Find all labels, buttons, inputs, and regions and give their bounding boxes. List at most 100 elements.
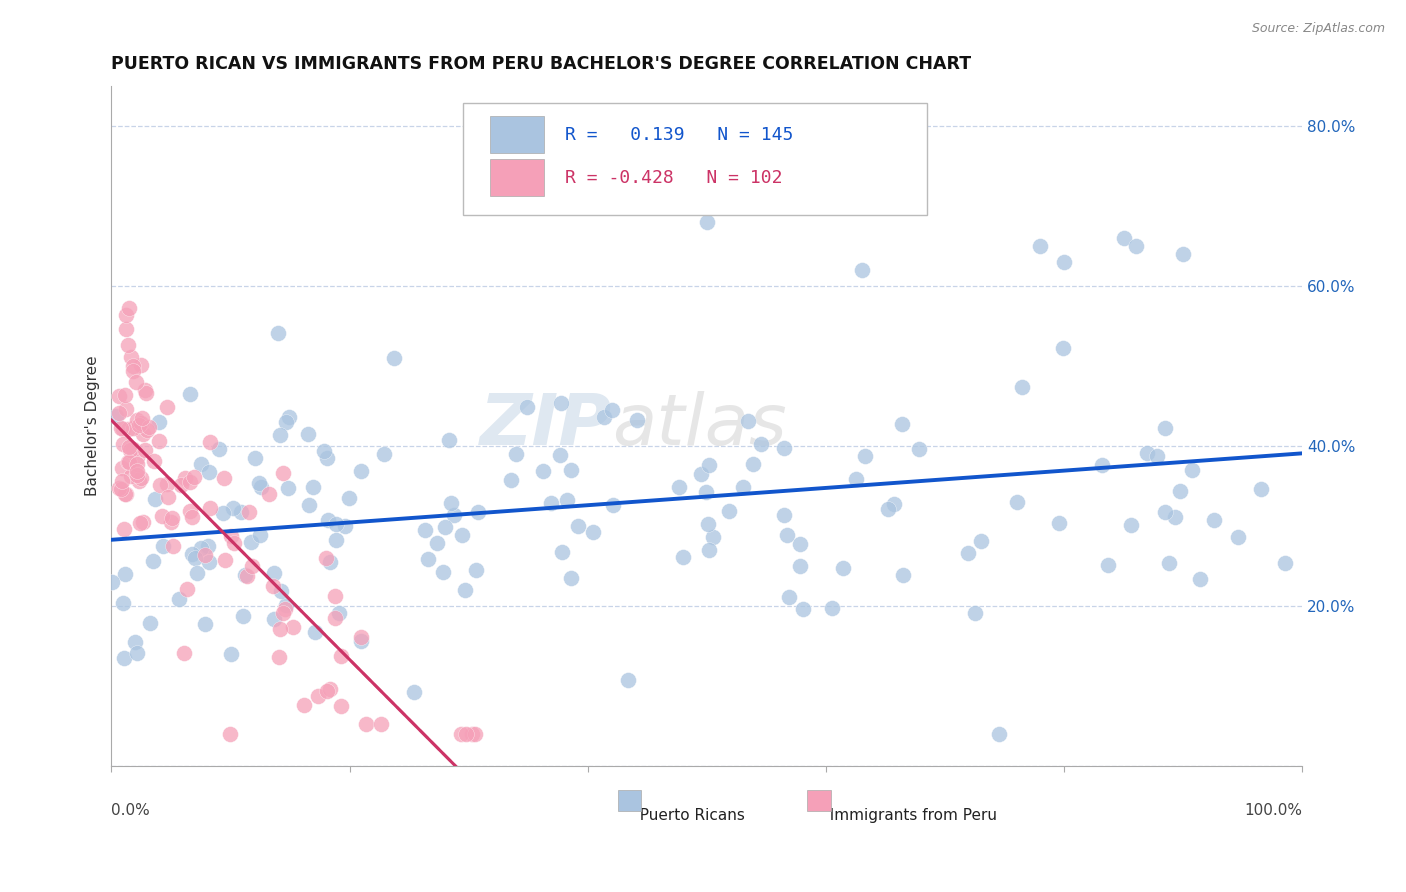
Point xyxy=(373,447,395,461)
Point xyxy=(269,428,291,442)
Point xyxy=(110,482,132,496)
Point xyxy=(602,499,624,513)
Point xyxy=(328,607,350,621)
Point xyxy=(349,633,371,648)
FancyBboxPatch shape xyxy=(463,103,928,215)
Point xyxy=(127,457,149,471)
Point xyxy=(157,490,180,504)
Point xyxy=(325,533,347,547)
Point xyxy=(851,263,873,277)
Point xyxy=(319,555,342,569)
Point xyxy=(354,717,377,731)
Point xyxy=(138,420,160,434)
Point xyxy=(122,364,145,378)
Point xyxy=(1052,341,1074,355)
Point xyxy=(219,529,242,543)
Point xyxy=(232,609,254,624)
Point xyxy=(845,472,868,486)
Point xyxy=(1047,516,1070,530)
Point xyxy=(174,470,197,484)
Point xyxy=(298,498,321,512)
Point xyxy=(316,683,339,698)
Point xyxy=(129,416,152,430)
Point xyxy=(567,518,589,533)
Text: atlas: atlas xyxy=(612,392,786,460)
Point xyxy=(1168,484,1191,499)
Point xyxy=(180,510,202,524)
Point xyxy=(877,501,900,516)
Point xyxy=(229,505,252,519)
Point xyxy=(176,582,198,597)
FancyBboxPatch shape xyxy=(491,159,544,196)
Point xyxy=(1053,255,1076,269)
Point xyxy=(156,400,179,414)
Point xyxy=(115,308,138,322)
Point xyxy=(274,415,297,429)
Point xyxy=(243,450,266,465)
Point xyxy=(156,477,179,491)
Point xyxy=(114,487,136,501)
Point xyxy=(717,504,740,518)
Point xyxy=(1011,380,1033,394)
Point xyxy=(434,520,457,534)
Point xyxy=(882,497,904,511)
Point xyxy=(129,516,152,530)
Point xyxy=(1204,513,1226,527)
Point xyxy=(277,481,299,495)
Point xyxy=(460,727,482,741)
Point xyxy=(304,625,326,640)
Point xyxy=(239,535,262,549)
Point xyxy=(222,501,245,516)
Point xyxy=(1173,247,1195,261)
Point xyxy=(671,549,693,564)
Point xyxy=(131,427,153,442)
Point xyxy=(142,554,165,568)
Point xyxy=(111,461,134,475)
FancyBboxPatch shape xyxy=(617,789,641,812)
Point xyxy=(162,510,184,524)
Point xyxy=(128,418,150,433)
Point xyxy=(111,421,134,435)
FancyBboxPatch shape xyxy=(807,789,831,812)
Point xyxy=(402,685,425,699)
Point xyxy=(453,583,475,598)
Point xyxy=(773,441,796,455)
Point xyxy=(325,516,347,531)
Point xyxy=(118,443,141,458)
Point xyxy=(277,409,299,424)
Point xyxy=(1164,510,1187,524)
Point xyxy=(127,451,149,466)
Point xyxy=(1226,530,1249,544)
Point xyxy=(118,301,141,315)
Point xyxy=(145,491,167,506)
Point xyxy=(668,480,690,494)
Point xyxy=(197,539,219,553)
Point xyxy=(179,475,201,490)
Point xyxy=(194,617,217,632)
Point xyxy=(200,501,222,516)
Point xyxy=(772,508,794,523)
Point xyxy=(582,524,605,539)
Point xyxy=(114,567,136,582)
Point xyxy=(214,553,236,567)
Point xyxy=(273,602,295,616)
Point xyxy=(148,434,170,448)
Point xyxy=(250,480,273,494)
Point xyxy=(853,449,876,463)
Point xyxy=(131,359,153,373)
Point xyxy=(697,543,720,558)
Point xyxy=(440,496,463,510)
Text: ZIP: ZIP xyxy=(479,392,612,460)
Point xyxy=(160,515,183,529)
Point xyxy=(697,458,720,472)
Point xyxy=(1005,495,1028,509)
Point xyxy=(134,383,156,397)
Point xyxy=(987,727,1010,741)
Point xyxy=(737,414,759,428)
Point xyxy=(957,545,980,559)
Point xyxy=(112,596,135,610)
Point xyxy=(112,437,135,451)
Point xyxy=(555,493,578,508)
Point xyxy=(1029,239,1052,253)
Point xyxy=(792,602,814,616)
